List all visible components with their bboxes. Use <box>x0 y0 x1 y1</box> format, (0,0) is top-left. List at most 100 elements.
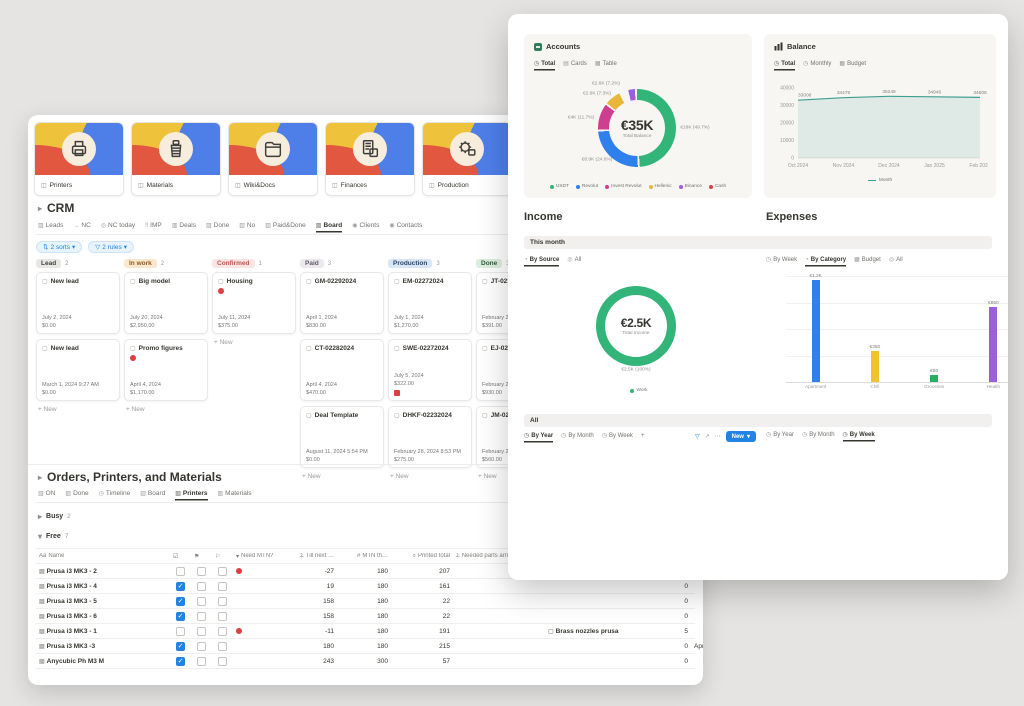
new-card-button[interactable]: + New <box>390 473 409 480</box>
filter-chip-2-sorts[interactable]: ⇅ 2 sorts ▾ <box>36 241 83 253</box>
tab-by-month[interactable]: ◷ By Month <box>802 431 835 440</box>
crm-section-heading[interactable]: ▸ CRM <box>38 201 74 215</box>
checkbox[interactable]: ✓ <box>176 656 185 666</box>
tab-by-category[interactable]: ◔ By Category <box>805 257 846 265</box>
checkbox[interactable] <box>218 581 227 591</box>
tab-no[interactable]: ▥ No <box>239 222 255 231</box>
checkbox[interactable]: ✓ <box>176 611 185 621</box>
row-name[interactable]: ▤ Prusa i3 MK3 - 5 <box>36 598 170 605</box>
tab-total[interactable]: ◷ Total <box>774 60 795 69</box>
tab-nc-today[interactable]: ◎ NC today <box>101 222 135 231</box>
gallery-card-wiki-docs[interactable]: ◫ Wiki&Docs <box>228 122 318 196</box>
expand-icon[interactable]: ↗ <box>704 434 710 440</box>
checkbox[interactable] <box>197 611 206 621</box>
checkbox[interactable] <box>218 566 227 576</box>
checkbox[interactable]: ✓ <box>176 641 185 651</box>
tab-imp[interactable]: ‼ IMP <box>145 222 162 231</box>
tab-by-month[interactable]: ◷ By Month <box>561 432 594 441</box>
tab-done[interactable]: ▥ Done <box>206 222 229 231</box>
tab-budget[interactable]: ▦ Budget <box>839 60 866 69</box>
new-card-button[interactable]: + New <box>38 406 57 413</box>
checkbox[interactable] <box>197 641 206 651</box>
tab-by-week[interactable]: ◷ By Week <box>602 432 633 441</box>
tab-on[interactable]: ▥ ON <box>38 490 55 499</box>
row-name[interactable]: ▤ Prusa i3 MK3 - 6 <box>36 613 170 620</box>
checkbox[interactable]: ✓ <box>176 596 185 606</box>
new-button[interactable]: New ▾ <box>725 431 756 442</box>
checkbox[interactable] <box>176 566 185 576</box>
gallery-card-printers[interactable]: ◫ Printers <box>34 122 124 196</box>
new-card-button[interactable]: + New <box>126 406 145 413</box>
group-free[interactable]: ▾ Free 7 <box>38 532 68 541</box>
checkbox[interactable] <box>197 596 206 606</box>
tab-item[interactable]: + <box>641 433 645 441</box>
kanban-card[interactable]: ▢ New lead July 2, 2024 $0.00 <box>36 272 120 334</box>
gallery-card-materials[interactable]: ◫ Materials <box>131 122 221 196</box>
checkbox[interactable] <box>218 641 227 651</box>
tab-all[interactable]: ◎ All <box>889 256 903 265</box>
checkbox[interactable] <box>218 626 227 636</box>
tab-deals[interactable]: ▥ Deals <box>172 222 196 231</box>
tab-table[interactable]: ▦ Table <box>595 60 617 69</box>
row-name[interactable]: ▤ Prusa i3 MK3 -3 <box>36 643 170 650</box>
kanban-card[interactable]: ▢ Deal Template August 11, 2024 5:54 PM $0.… <box>300 406 384 468</box>
checkbox[interactable] <box>218 656 227 666</box>
tab-materials[interactable]: ▥ Materials <box>218 490 252 499</box>
kanban-card[interactable]: ▢ GM-02292024 April 1, 2024 $830.00 <box>300 272 384 334</box>
tab-leads[interactable]: ▥ Leads <box>38 222 63 231</box>
kanban-card[interactable]: ▢ Big model July 20, 2024 $2,950.00 <box>124 272 208 334</box>
checkbox[interactable] <box>197 581 206 591</box>
disclosure-triangle-icon[interactable]: ▾ <box>38 532 43 541</box>
new-card-button[interactable]: + New <box>478 473 497 480</box>
tab-board[interactable]: ▥ Board <box>140 490 165 499</box>
tab-by-week[interactable]: ◷ By Week <box>843 431 875 440</box>
tab-by-week[interactable]: ◷ By Week <box>766 256 797 265</box>
tab-budget[interactable]: ▦ Budget <box>854 256 881 265</box>
tab-by-source[interactable]: ◔ By Source <box>524 257 559 265</box>
row-name[interactable]: ▤ Prusa i3 MK3 - 4 <box>36 583 170 590</box>
tab-by-year[interactable]: ◷ By Year <box>766 431 794 440</box>
filter-icon[interactable]: ▽ <box>694 434 700 440</box>
new-card-button[interactable]: + New <box>214 339 233 346</box>
tab-nc[interactable]: → NC <box>73 222 90 231</box>
kanban-card[interactable]: ▢ Housing July 11, 2024 $375.00 <box>212 272 296 334</box>
kanban-card[interactable]: ▢ CT-02282024 April 4, 2024 $470.00 <box>300 339 384 401</box>
tab-total[interactable]: ◷ Total <box>534 60 555 69</box>
disclosure-triangle-icon[interactable]: ▸ <box>38 512 43 521</box>
tab-by-year[interactable]: ◷ By Year <box>524 432 553 441</box>
tab-timeline[interactable]: ◷ Timeline <box>99 490 131 499</box>
disclosure-triangle-icon[interactable]: ▸ <box>38 203 43 213</box>
checkbox[interactable] <box>218 596 227 606</box>
more-icon[interactable]: ⋯ <box>714 434 721 440</box>
checkbox[interactable] <box>197 626 206 636</box>
checkbox[interactable] <box>218 611 227 621</box>
kanban-card[interactable]: ▢ SWE-02272024 July 5, 2024 $322.00 <box>388 339 472 401</box>
tab-all[interactable]: ◎ All <box>567 256 581 265</box>
checkbox[interactable] <box>197 656 206 666</box>
kanban-card[interactable]: ▢ EM-02272024 July 1, 2024 $1,270.00 <box>388 272 472 334</box>
tab-board[interactable]: ▥ Board <box>316 222 342 231</box>
kanban-card[interactable]: ▢ Promo figures April 4, 2024 $1,170.00 <box>124 339 208 401</box>
checkbox[interactable] <box>197 566 206 576</box>
tab-cards[interactable]: ▤ Cards <box>563 60 587 69</box>
group-busy[interactable]: ▸ Busy 2 <box>38 512 71 521</box>
gallery-card-production[interactable]: ◫ Production <box>422 122 512 196</box>
filter-chip-2-rules[interactable]: ▽ 2 rules ▾ <box>88 241 135 253</box>
tab-monthly[interactable]: ◷ Monthly <box>803 60 831 69</box>
disclosure-triangle-icon[interactable]: ▸ <box>38 472 43 482</box>
kanban-card[interactable]: ▢ DHKF-02232024 February 28, 2024 8:53 PM $… <box>388 406 472 468</box>
tab-printers[interactable]: ▥ Printers <box>175 490 207 499</box>
row-name[interactable]: ▤ Prusa i3 MK3 - 2 <box>36 568 170 575</box>
tab-paid-done[interactable]: ▥ Paid&Done <box>265 222 306 231</box>
row-name[interactable]: ▤ Anycubic Ph M3 M <box>36 658 170 665</box>
tab-clients[interactable]: ◉ Clients <box>352 222 379 231</box>
tab-done[interactable]: ▥ Done <box>65 490 88 499</box>
orders-section-heading[interactable]: ▸ Orders, Printers, and Materials <box>38 470 222 484</box>
kanban-card[interactable]: ▢ New lead March 1, 2024 9:27 AM $0.00 <box>36 339 120 401</box>
tab-contacts[interactable]: ◉ Contacts <box>389 222 422 231</box>
new-card-button[interactable]: + New <box>302 473 321 480</box>
gallery-card-finances[interactable]: ◫ Finances <box>325 122 415 196</box>
row-name[interactable]: ▤ Prusa i3 MK3 - 1 <box>36 628 170 635</box>
checkbox[interactable]: ✓ <box>176 581 185 591</box>
checkbox[interactable] <box>176 626 185 636</box>
